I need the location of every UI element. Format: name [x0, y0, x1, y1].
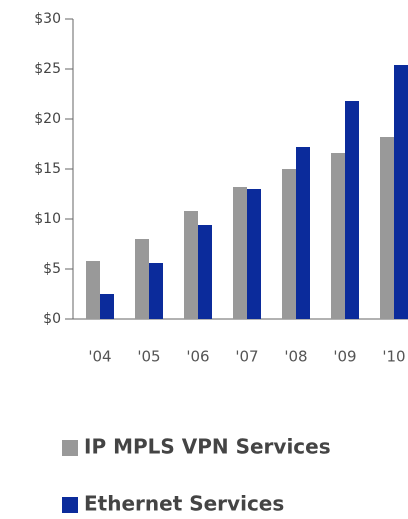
y-tick-label: $5 [43, 261, 61, 277]
bar [233, 187, 247, 319]
bar [86, 261, 100, 319]
bar [380, 137, 394, 319]
bar [394, 65, 408, 319]
y-tick-label: $30 [34, 11, 61, 27]
bar [149, 263, 163, 319]
bar [296, 147, 310, 319]
bar [135, 239, 149, 319]
x-tick-label: '06 [186, 348, 209, 366]
bar [282, 169, 296, 319]
x-tick-label: '09 [333, 348, 356, 366]
legend-swatch [62, 440, 78, 456]
bar [184, 211, 198, 319]
bar [100, 294, 114, 319]
legend-label: IP MPLS VPN Services [84, 435, 331, 459]
x-tick-label: '08 [284, 348, 307, 366]
bar [198, 225, 212, 319]
y-tick-label: $10 [34, 211, 61, 227]
y-tick-label: $20 [34, 111, 61, 127]
x-tick-label: '10 [382, 348, 405, 366]
x-tick-label: '04 [88, 348, 111, 366]
bar [345, 101, 359, 319]
y-tick-label: $25 [34, 61, 61, 77]
y-tick-label: $15 [34, 161, 61, 177]
x-tick-label: '07 [235, 348, 258, 366]
bar [331, 153, 345, 319]
y-tick-label: $0 [43, 311, 61, 327]
x-tick-label: '05 [137, 348, 160, 366]
bar [247, 189, 261, 319]
legend-swatch [62, 497, 78, 513]
legend-label: Ethernet Services [84, 492, 284, 516]
